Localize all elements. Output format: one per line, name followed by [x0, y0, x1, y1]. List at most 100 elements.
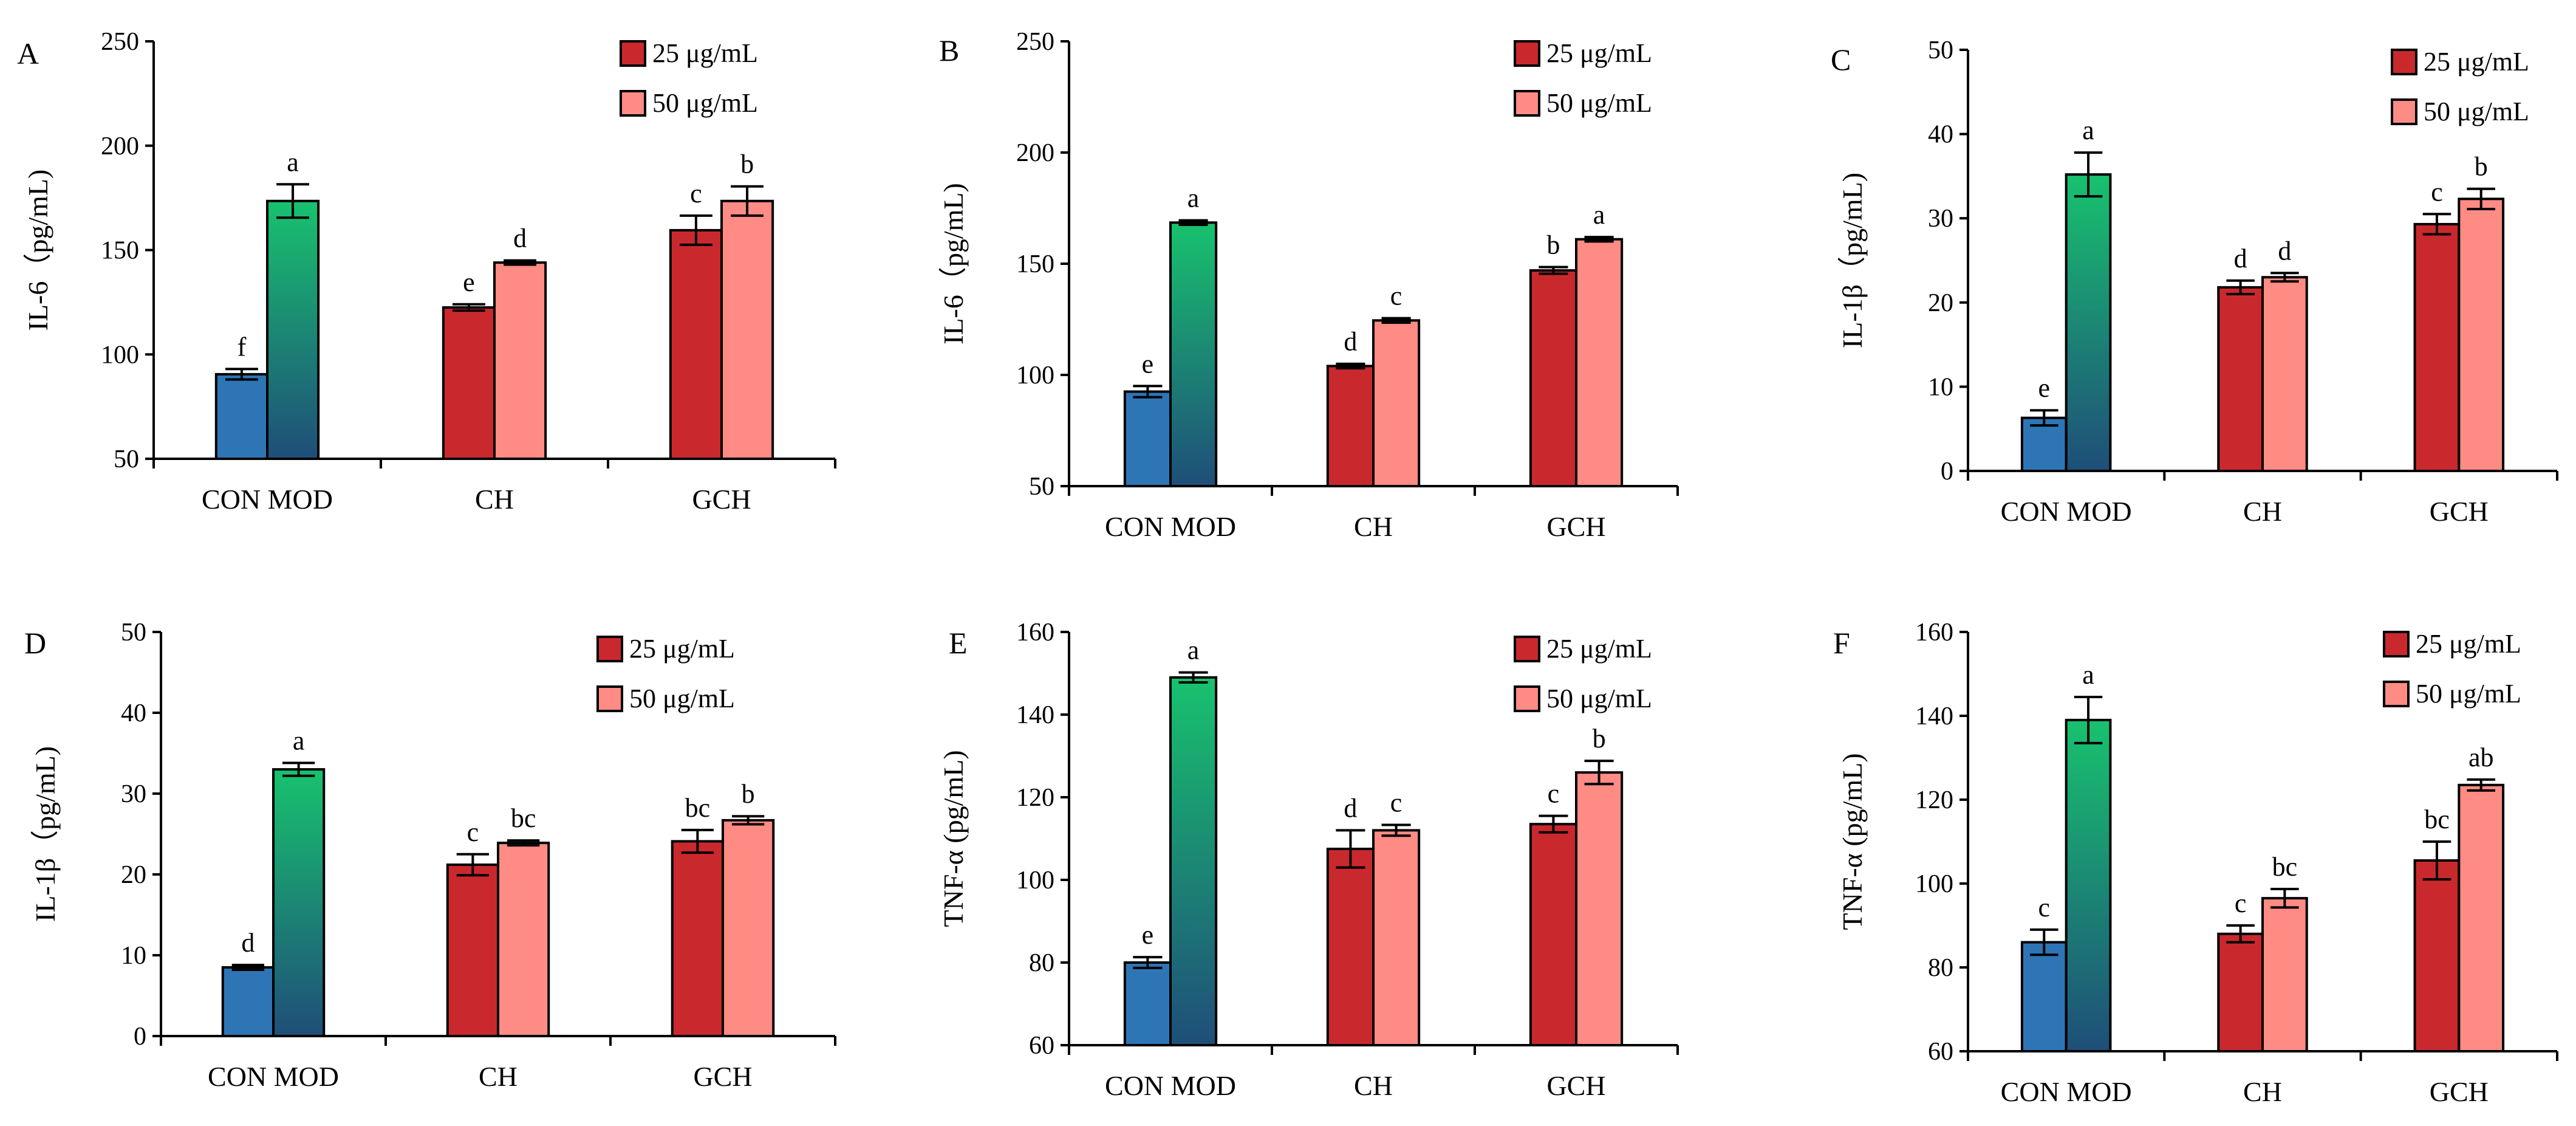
- significance-label: d: [1344, 327, 1357, 357]
- significance-label: bc: [2272, 852, 2298, 882]
- y-tick-label: 60: [1029, 1032, 1054, 1060]
- y-tick-label: 80: [1029, 949, 1054, 977]
- bar-ch-25-g-ml: [2217, 932, 2264, 1053]
- significance-label: a: [1187, 184, 1200, 213]
- y-tick-label: 50: [1928, 36, 1953, 64]
- significance-label: bc: [511, 803, 536, 833]
- significance-label: d: [2278, 236, 2291, 266]
- significance-label: c: [1390, 281, 1402, 311]
- y-tick-label: 140: [1016, 701, 1054, 729]
- significance-label: bc: [2424, 805, 2450, 834]
- category-label: CON MOD: [208, 1061, 339, 1092]
- legend-swatch: [1514, 40, 1540, 67]
- bar-ch-25-g-ml: [446, 863, 499, 1038]
- legend-label: 25 μg/mL: [629, 634, 735, 664]
- y-tick-label: 250: [101, 28, 139, 56]
- significance-label: a: [293, 726, 305, 755]
- y-tick-label: 140: [1915, 702, 1953, 730]
- bar-con: [1123, 390, 1172, 488]
- significance-label: a: [2082, 115, 2094, 145]
- y-tick-label: 30: [1928, 205, 1953, 233]
- legend-label: 50 μg/mL: [2424, 97, 2529, 126]
- bar-gch-50-g-ml: [2458, 197, 2505, 472]
- significance-label: d: [2234, 244, 2247, 273]
- category-label: CH: [479, 1061, 518, 1092]
- bar-mod: [1169, 221, 1218, 487]
- bar-mod: [2065, 718, 2112, 1052]
- y-tick-label: 20: [1928, 289, 1953, 317]
- significance-label: a: [2082, 660, 2094, 690]
- legend-swatch: [2391, 49, 2417, 75]
- significance-label: c: [2038, 893, 2051, 922]
- significance-label: b: [1546, 230, 1560, 259]
- significance-label: a: [1187, 636, 1200, 665]
- category-label: GCH: [693, 1061, 752, 1092]
- y-axis-title: TNF-α (pg/mL): [938, 750, 969, 927]
- legend-label: 50 μg/mL: [629, 684, 735, 713]
- category-label: CON MOD: [1105, 511, 1236, 542]
- bar-con: [221, 966, 275, 1037]
- y-tick-label: 50: [1029, 473, 1054, 501]
- y-tick-label: 60: [1928, 1038, 1953, 1066]
- category-label: CON MOD: [2001, 1076, 2132, 1107]
- bar-mod: [2065, 173, 2112, 472]
- bar-ch-50-g-ml: [2261, 897, 2308, 1053]
- bar-gch-50-g-ml: [722, 819, 775, 1037]
- panel-letter: C: [1831, 43, 1851, 77]
- bar-ch-50-g-ml: [1372, 319, 1421, 488]
- chart-panel-b: B IL-6（pg/mL) 50 100 150 200 250 CON MOD CH GCH e a…: [938, 28, 1679, 542]
- category-label: CON MOD: [1105, 1070, 1236, 1101]
- bar-gch-25-g-ml: [669, 228, 723, 460]
- legend-swatch: [620, 40, 646, 67]
- significance-label: a: [1593, 200, 1605, 230]
- bar-ch-25-g-ml: [1326, 848, 1375, 1046]
- bar-gch-25-g-ml: [2413, 222, 2461, 472]
- significance-label: e: [2038, 373, 2051, 403]
- bar-gch-25-g-ml: [1529, 269, 1578, 487]
- legend-label: 50 μg/mL: [1546, 684, 1652, 713]
- significance-label: c: [2431, 177, 2443, 207]
- significance-label: b: [740, 149, 754, 179]
- y-tick-label: 10: [121, 942, 146, 970]
- bar-gch-50-g-ml: [1575, 238, 1624, 487]
- panel-letter: A: [17, 36, 39, 70]
- legend-label: 50 μg/mL: [1546, 88, 1652, 118]
- significance-label: b: [742, 779, 755, 809]
- bar-ch-50-g-ml: [493, 261, 547, 460]
- bar-con: [2020, 416, 2068, 473]
- category-label: GCH: [2430, 1076, 2489, 1107]
- legend-label: 25 μg/mL: [1546, 38, 1652, 68]
- chart-panel-d: D IL-1β（pg/mL) 0 10 20 30 40 50 CON MOD CH GCH d a c b…: [24, 619, 836, 1092]
- significance-label: b: [2475, 152, 2488, 182]
- category-label: CON MOD: [2001, 496, 2132, 527]
- y-tick-label: 80: [1928, 954, 1953, 982]
- y-tick-label: 40: [1928, 121, 1953, 149]
- bar-mod: [1169, 676, 1218, 1047]
- chart-panel-f: F TNF-α (pg/mL) 60 80 100 120 140 160 CON MOD CH G…: [1833, 619, 2558, 1107]
- y-axis-title: IL-6（pg/mL): [938, 183, 969, 345]
- category-label: GCH: [2430, 496, 2489, 527]
- significance-label: a: [287, 147, 299, 177]
- bar-con: [214, 372, 269, 460]
- y-axis-title: IL-1β（pg/mL): [1837, 173, 1868, 348]
- bar-gch-25-g-ml: [1529, 823, 1578, 1046]
- category-label: CH: [1354, 511, 1393, 542]
- y-tick-label: 160: [1016, 619, 1054, 647]
- y-tick-label: 100: [101, 341, 139, 369]
- significance-label: d: [241, 928, 255, 958]
- y-tick-label: 0: [134, 1023, 146, 1051]
- legend-swatch: [1514, 685, 1540, 712]
- y-tick-label: 120: [1915, 786, 1953, 814]
- legend-label: 50 μg/mL: [2416, 679, 2521, 709]
- chart-panel-c: C IL-1β（pg/mL) 0 10 20 30 40 50 CON MOD CH GCH e a d d…: [1831, 36, 2558, 527]
- y-axis-title: TNF-α (pg/mL): [1837, 753, 1868, 930]
- y-tick-label: 20: [121, 861, 146, 889]
- category-label: GCH: [1546, 1070, 1605, 1101]
- category-label: GCH: [692, 484, 751, 515]
- y-tick-label: 200: [101, 132, 139, 160]
- y-tick-label: 120: [1016, 784, 1054, 812]
- y-tick-label: 0: [1941, 458, 1953, 486]
- legend-swatch: [1514, 636, 1540, 662]
- significance-label: e: [1142, 349, 1154, 379]
